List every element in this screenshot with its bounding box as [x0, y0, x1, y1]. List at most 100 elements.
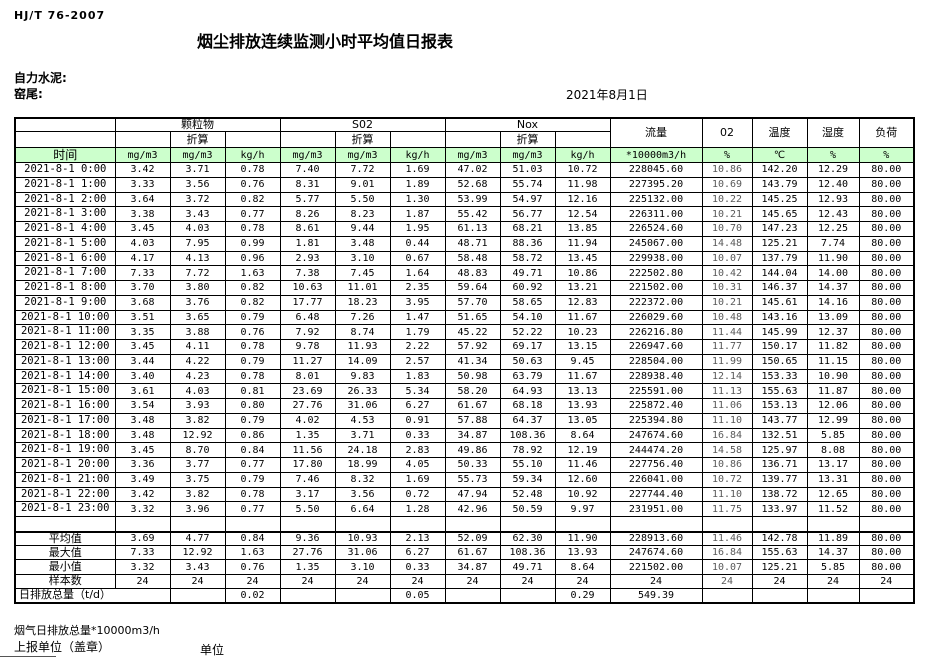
value-cell: 18.99 — [334, 457, 391, 473]
value-cell: 27.76 — [279, 398, 336, 414]
value-cell: 3.43 — [169, 559, 226, 575]
value-cell: 13.15 — [554, 339, 611, 355]
value-cell: 10.31 — [701, 280, 753, 296]
value-cell: 13.09 — [806, 309, 860, 326]
unit-cell: % — [858, 147, 915, 164]
value-cell: 11.44 — [701, 324, 753, 341]
value-cell: 227744.40 — [609, 486, 703, 503]
value-cell: 13.21 — [554, 280, 611, 296]
unit-cell: ℃ — [751, 147, 808, 164]
value-cell: 3.88 — [169, 324, 226, 341]
value-cell: 3.43 — [169, 206, 226, 223]
value-cell: 150.17 — [751, 339, 808, 355]
value-cell: 27.76 — [279, 545, 336, 561]
value-cell: 0.33 — [389, 559, 446, 575]
value-cell: 7.72 — [169, 265, 226, 282]
value-cell: 80.00 — [858, 162, 915, 178]
table-row: 2021-8-1 19:00 3.45 8.70 0.84 11.56 24.18 2.83… — [14, 442, 915, 459]
value-cell: 13.85 — [554, 221, 611, 237]
value-cell: 3.77 — [169, 457, 226, 473]
value-cell: 155.63 — [751, 383, 808, 400]
value-cell: 14.16 — [806, 294, 860, 311]
table-row: 2021-8-1 12:00 3.45 4.11 0.78 9.78 11.93 2.22 5… — [14, 339, 915, 355]
value-cell: 26.33 — [334, 383, 391, 400]
value-cell: 2.93 — [279, 250, 336, 267]
value-cell: 10.72 — [701, 471, 753, 488]
value-cell: 12.54 — [554, 206, 611, 223]
unit-cell: mg/m3 — [114, 147, 171, 164]
value-cell: 47.94 — [444, 486, 501, 503]
value-cell: 7.72 — [334, 162, 391, 178]
table-row: 2021-8-1 11:00 3.35 3.88 0.76 7.92 8.74 1.79 45… — [14, 324, 915, 341]
value-cell: 136.71 — [751, 457, 808, 473]
value-cell: 80.00 — [858, 294, 915, 311]
value-cell: 4.03 — [169, 221, 226, 237]
value-cell: 80.00 — [858, 383, 915, 400]
value-cell: 228504.00 — [609, 353, 703, 370]
value-cell: 80.00 — [858, 176, 915, 193]
value-cell: 5.77 — [279, 191, 336, 208]
value-cell: 24 — [389, 573, 446, 589]
value-cell: 10.07 — [701, 559, 753, 575]
value-cell: 8.64 — [554, 559, 611, 575]
value-cell: 12.83 — [554, 294, 611, 311]
value-cell: 10.42 — [701, 265, 753, 282]
signature-row: 上报单位（盖章） 单位 — [14, 638, 514, 657]
value-cell: 6.27 — [389, 398, 446, 414]
unit-cell: mg/m3 — [334, 147, 391, 164]
value-cell: 8.23 — [334, 206, 391, 223]
value-cell: 10.86 — [554, 265, 611, 282]
value-cell: 34.87 — [444, 559, 501, 575]
value-cell: 59.34 — [499, 471, 556, 488]
value-cell: 34.87 — [444, 427, 501, 444]
value-cell: 58.48 — [444, 250, 501, 267]
value-cell: 146.37 — [751, 280, 808, 296]
value-cell: 3.45 — [114, 442, 171, 459]
value-cell: 3.71 — [169, 162, 226, 178]
summary-label: 平均值 — [14, 530, 116, 547]
value-cell: 3.49 — [114, 471, 171, 488]
value-cell: 80.00 — [858, 309, 915, 326]
value-cell: 48.71 — [444, 235, 501, 252]
unit-cell: mg/m3 — [444, 147, 501, 164]
table-row: 2021-8-1 0:00 3.42 3.71 0.78 7.40 7.72 1.69 47.… — [14, 162, 915, 178]
value-cell: 7.74 — [806, 235, 860, 252]
value-cell: 80.00 — [858, 559, 915, 575]
value-cell: 61.67 — [444, 398, 501, 414]
value-cell: 57.88 — [444, 412, 501, 429]
value-cell: 0.79 — [224, 471, 281, 488]
value-cell: 0.78 — [224, 221, 281, 237]
value-cell: 1.87 — [389, 206, 446, 223]
value-cell: 3.35 — [114, 324, 171, 341]
value-cell: 8.31 — [279, 176, 336, 193]
value-cell: 145.65 — [751, 206, 808, 223]
value-cell: 153.13 — [751, 398, 808, 414]
value-cell: 57.70 — [444, 294, 501, 311]
value-cell: 0.77 — [224, 457, 281, 473]
value-cell: 6.64 — [334, 501, 391, 518]
value-cell: 4.23 — [169, 368, 226, 385]
value-cell: 11.90 — [806, 250, 860, 267]
group-particulate: 颗粒物 — [114, 117, 281, 133]
value-cell: 18.23 — [334, 294, 391, 311]
value-cell: 2.35 — [389, 280, 446, 296]
value-cell: 2.22 — [389, 339, 446, 355]
value-cell: 3.61 — [114, 383, 171, 400]
value-cell: 80.00 — [858, 412, 915, 429]
emission-report-table: 颗粒物 S02 Nox 流量 02 温度 湿度 负荷 折算 折算 折算 时间 m… — [14, 117, 915, 604]
value-cell: 12.43 — [806, 206, 860, 223]
value-cell: 108.36 — [499, 427, 556, 444]
value-cell: 88.36 — [499, 235, 556, 252]
unit-cell: mg/m3 — [279, 147, 336, 164]
value-cell: 47.02 — [444, 162, 501, 178]
table-row: 2021-8-1 15:00 3.61 4.03 0.81 23.69 26.33 5.34… — [14, 383, 915, 400]
table-row: 2021-8-1 14:00 3.40 4.23 0.78 8.01 9.83 1.83 50… — [14, 368, 915, 385]
value-cell: 11.67 — [554, 368, 611, 385]
value-cell: 61.13 — [444, 221, 501, 237]
empty-cell — [279, 516, 336, 533]
table-row: 2021-8-1 8:00 3.70 3.80 0.82 10.63 11.01 2.35 5… — [14, 280, 915, 296]
value-cell: 11.99 — [701, 353, 753, 370]
value-cell: 24 — [114, 573, 171, 589]
summary-row: 平均值 3.69 4.77 0.84 9.36 10.93 2.13 52.09 62.30 11… — [14, 530, 915, 547]
value-cell: 3.44 — [114, 353, 171, 370]
